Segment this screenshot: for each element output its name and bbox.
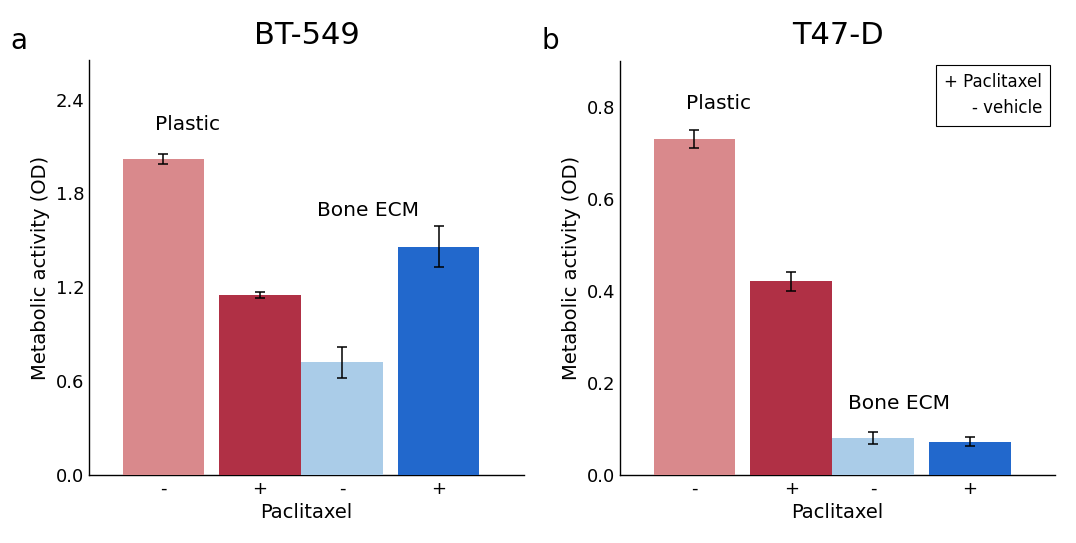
Y-axis label: Metabolic activity (OD): Metabolic activity (OD) [31,155,49,380]
Text: a: a [11,27,28,55]
Text: Plastic: Plastic [686,94,751,113]
Bar [123,159,204,475]
X-axis label: Paclitaxel: Paclitaxel [260,503,353,522]
Text: b: b [542,27,560,55]
Text: Plastic: Plastic [155,115,221,134]
Bar [929,441,1010,475]
X-axis label: Paclitaxel: Paclitaxel [792,503,883,522]
Title: BT-549: BT-549 [254,21,359,50]
Text: Bone ECM: Bone ECM [848,394,950,413]
Bar [653,139,735,475]
Title: T47-D: T47-D [792,21,883,50]
Text: Bone ECM: Bone ECM [317,201,420,220]
Bar [750,281,832,475]
Text: + Paclitaxel
- vehicle: + Paclitaxel - vehicle [945,73,1043,117]
Bar [301,362,383,475]
Bar [220,295,301,475]
Bar [832,438,914,475]
Bar [398,247,480,475]
Y-axis label: Metabolic activity (OD): Metabolic activity (OD) [562,155,581,380]
